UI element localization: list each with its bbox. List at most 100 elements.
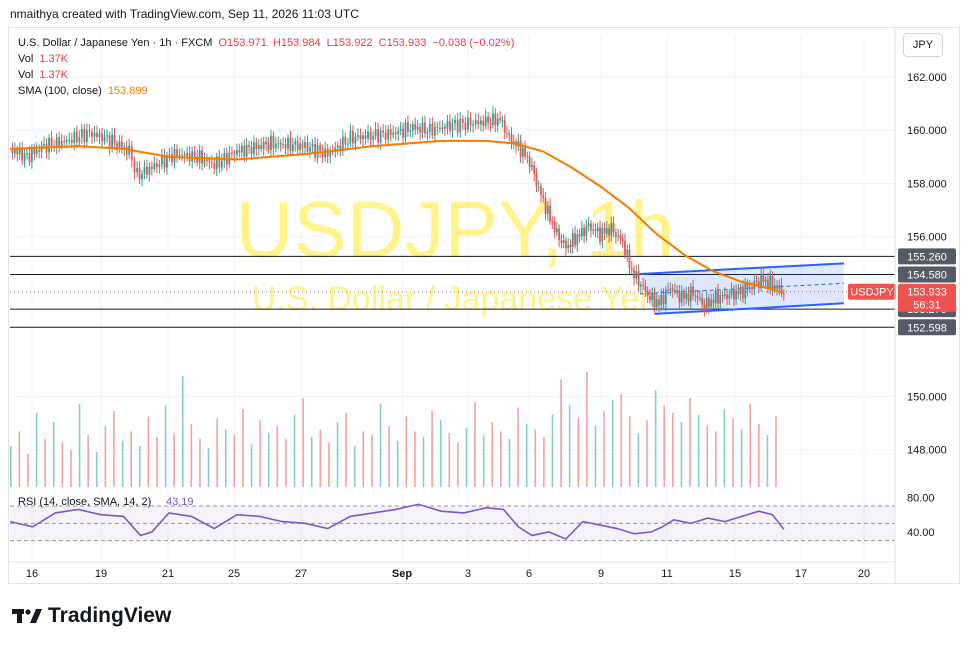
candle-body [299, 143, 302, 150]
candle-body [289, 137, 292, 152]
volume-bar [87, 435, 89, 487]
candle-body [125, 146, 128, 155]
volume-bar [680, 422, 683, 487]
candle-body [43, 143, 45, 146]
x-tick-label: 21 [162, 568, 174, 580]
candle-body [304, 142, 306, 148]
candle-body [421, 122, 424, 133]
candle-body [685, 293, 688, 299]
candle-body [757, 281, 760, 287]
open-value: O153.971 [218, 37, 267, 49]
y-tick-label: 156.000 [907, 232, 947, 244]
candle-body [708, 297, 710, 307]
candle-body [569, 245, 572, 247]
candle-body [106, 135, 108, 137]
candle-body [687, 293, 690, 302]
x-tick-label: 16 [26, 568, 38, 580]
candle-body [344, 136, 347, 145]
candle-body [655, 299, 658, 307]
candle-body [496, 118, 499, 126]
volume-bar [70, 449, 72, 487]
candle-body [542, 195, 545, 199]
candle-body [764, 279, 767, 282]
candle-body [311, 143, 314, 148]
volume-bar [224, 429, 227, 487]
level-tag [898, 319, 956, 336]
volume-bar [250, 444, 253, 487]
candle-body [68, 139, 71, 141]
candle-body [33, 148, 36, 154]
candle-body [265, 141, 267, 145]
candle-body [571, 233, 574, 247]
volume-bar [371, 435, 373, 487]
candle-body [146, 166, 148, 175]
vol-label-2: Vol [18, 69, 34, 81]
volume-bar [302, 397, 304, 487]
candle-body [93, 132, 96, 137]
candle-body [103, 136, 106, 142]
candle-body [660, 294, 663, 306]
candle-body [367, 131, 369, 139]
candle-body [608, 228, 610, 236]
volume-bar [310, 436, 313, 487]
tradingview-logo: TradingView [12, 604, 171, 628]
candle-body [218, 156, 221, 168]
volume-bar [577, 418, 580, 487]
candle-body [454, 119, 456, 124]
candle-body [558, 228, 561, 241]
y-tick-label: 162.000 [907, 72, 947, 84]
candle-body [614, 232, 617, 237]
candle-body [499, 118, 502, 121]
change-value: −0.038 (−0.02%) [432, 37, 515, 49]
candle-body [459, 118, 462, 133]
candle-body [624, 240, 626, 256]
candle-body [250, 146, 253, 154]
low-value: L153.922 [326, 37, 373, 49]
candle-body [384, 132, 387, 140]
candle-body [113, 134, 116, 144]
candle-body [236, 150, 238, 155]
volume-bar [646, 420, 648, 487]
candle-body [329, 151, 332, 157]
volume-bar [207, 448, 210, 487]
candle-body [272, 135, 275, 149]
candle-body [198, 150, 201, 163]
volume-bar [336, 422, 339, 487]
candle-body [428, 123, 431, 132]
volume-bar [414, 431, 416, 487]
candle-body [494, 113, 497, 126]
sma-value: 153.899 [107, 85, 148, 97]
candle-body [617, 235, 620, 237]
candle-body [339, 145, 342, 152]
x-tick-label: 9 [598, 568, 604, 580]
candle-body [735, 290, 738, 300]
currency-button[interactable]: JPY [903, 33, 943, 57]
watermark: USDJPY, 1h U.S. Dollar / Japanese Yen [236, 185, 675, 318]
candle-body [426, 131, 429, 134]
x-tick-label: 25 [228, 568, 240, 580]
sma-label: SMA (100, close) [18, 85, 102, 97]
candle-body [474, 120, 477, 125]
y-tick-label: 148.000 [907, 445, 947, 457]
candle-body [120, 141, 123, 149]
candle-body [776, 285, 778, 289]
candle-body [544, 198, 547, 214]
volume-bar [525, 423, 528, 487]
last-price-label: 153.933 [907, 287, 947, 299]
candle-body [240, 145, 243, 153]
candle-body [324, 148, 327, 158]
candle-body [230, 152, 233, 154]
brand-name: TradingView [48, 604, 172, 627]
candle-body [389, 129, 392, 136]
candle-body [578, 234, 581, 237]
candle-body [73, 131, 76, 143]
candle-body [262, 141, 265, 150]
candle-body [150, 166, 153, 170]
candle-body [253, 142, 255, 154]
candle-body [692, 286, 694, 296]
candle-body [446, 121, 449, 129]
candle-body [580, 227, 583, 237]
volume-bar [629, 416, 631, 487]
volume-bar [431, 410, 433, 487]
